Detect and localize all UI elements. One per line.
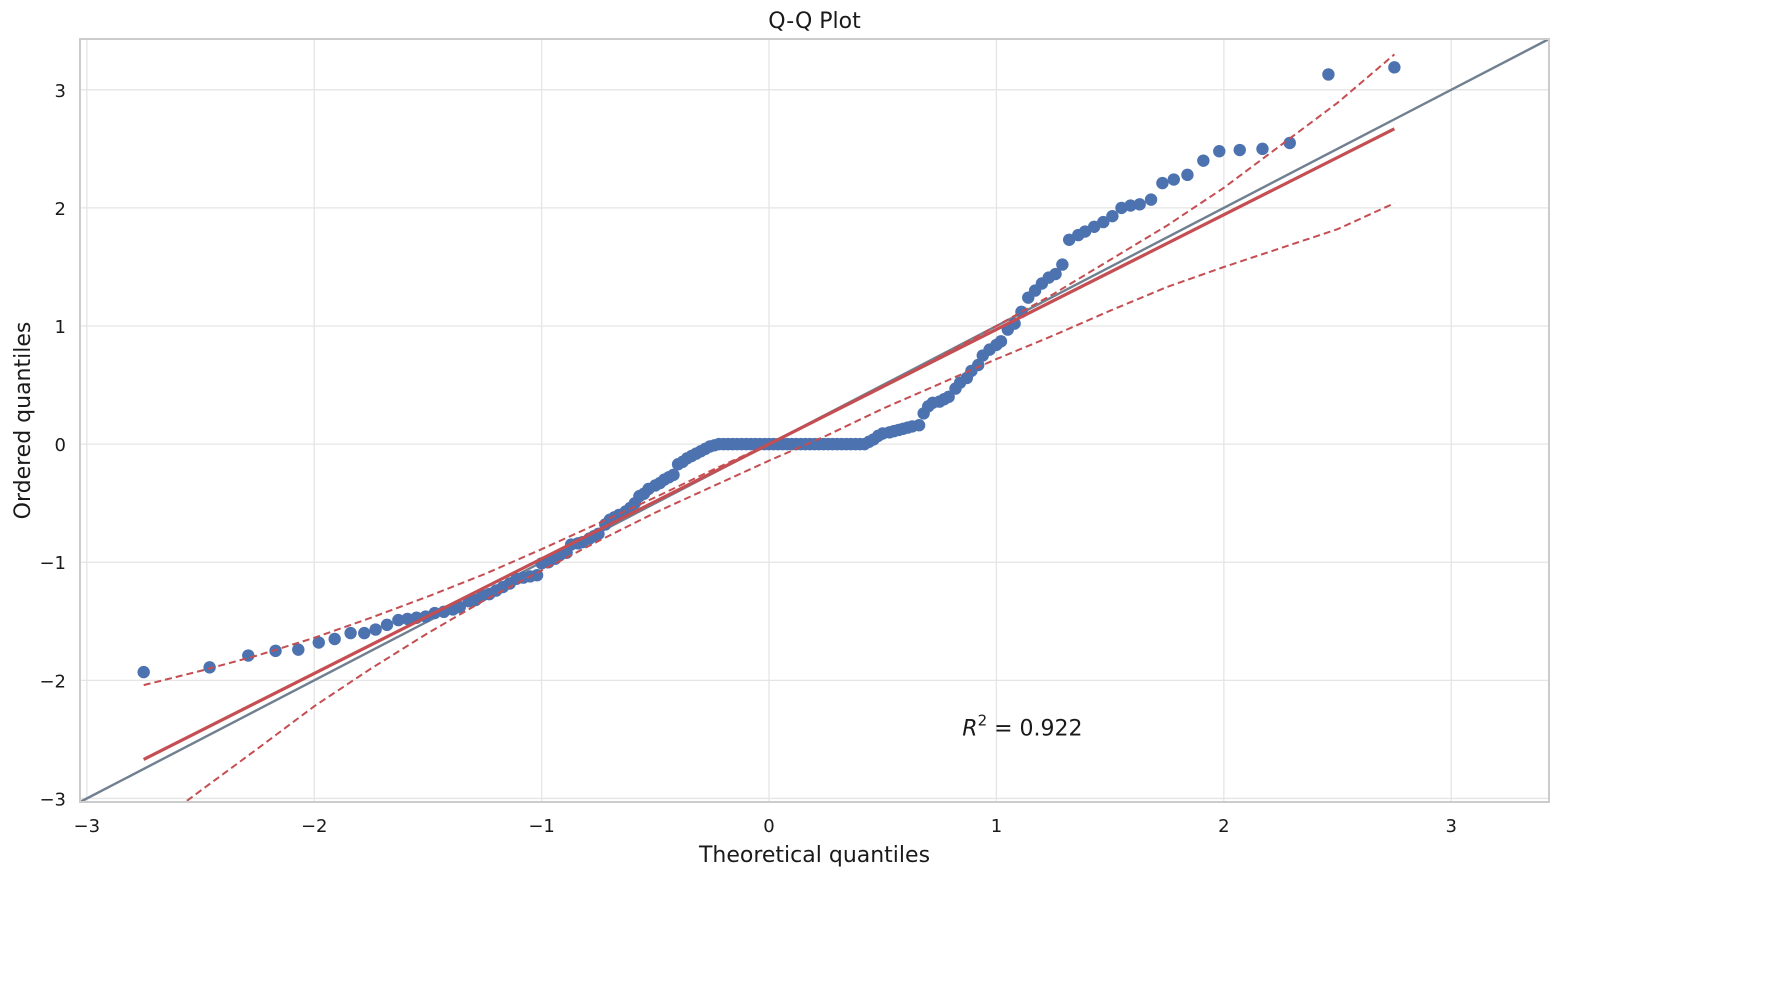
y-tick-label: −2 [39,671,66,692]
plot-frame [79,38,1550,803]
data-point [1056,258,1069,271]
data-point [1049,267,1062,281]
x-axis-title: Theoretical quantiles [698,843,930,868]
x-tick-label: 1 [991,816,1002,837]
data-point [292,643,305,656]
y-tick-label: 3 [55,81,66,102]
y-tick-label: −1 [39,553,66,574]
x-tick-label: 0 [763,816,774,837]
chart-title: Q-Q Plot [768,9,861,34]
r-squared-exponent: 2 [978,712,988,730]
data-point [1062,233,1076,246]
data-point [312,636,325,649]
data-point [1283,136,1296,150]
data-point [1388,61,1401,74]
data-point [994,335,1008,348]
confidence-band-upper [143,53,1396,687]
confidence-band-group [143,53,1396,802]
data-point [380,618,394,632]
data-point [1167,173,1180,186]
data-point [453,600,466,614]
x-tick-label: −2 [301,816,328,837]
data-point [369,623,382,636]
y-tick-labels: −3 −2 −1 0 1 2 3 [39,81,66,811]
data-point [1213,145,1226,158]
x-tick-label: 3 [1445,816,1456,837]
data-point [1133,198,1146,211]
data-point [1233,143,1246,157]
data-point [1181,168,1194,182]
data-point [1106,209,1119,223]
data-point [401,612,414,626]
data-point [1088,220,1101,233]
data-point [358,626,371,640]
data-point [667,468,680,482]
y-tick-label: 0 [55,435,66,456]
data-point [1256,142,1269,156]
y-axis-title: Ordered quantiles [11,322,36,520]
data-point [942,390,955,404]
confidence-band-lower [186,202,1395,802]
data-point [392,613,405,627]
data-point [1197,154,1210,167]
y-tick-label: −3 [39,789,66,810]
data-point [1156,176,1169,190]
data-point [137,665,150,679]
x-tick-labels: −3 −2 −1 0 1 2 3 [74,816,1457,837]
data-point [1322,68,1335,81]
data-point [328,632,341,646]
data-point [344,626,357,640]
data-point [1124,199,1137,212]
data-point [1097,215,1110,229]
y-tick-label: 2 [55,199,66,220]
data-point [203,661,216,674]
x-tick-label: −3 [74,816,101,837]
y-tick-label: 1 [55,317,66,338]
data-point [912,419,926,432]
x-tick-label: −1 [528,816,555,837]
x-tick-label: 2 [1218,816,1229,837]
r-squared-symbol: R [962,717,977,742]
r-squared-annotation: R2 = 0.922 [962,712,1082,742]
r-squared-value: = 0.922 [987,717,1082,742]
data-point [1144,193,1158,206]
data-point [1078,225,1092,238]
